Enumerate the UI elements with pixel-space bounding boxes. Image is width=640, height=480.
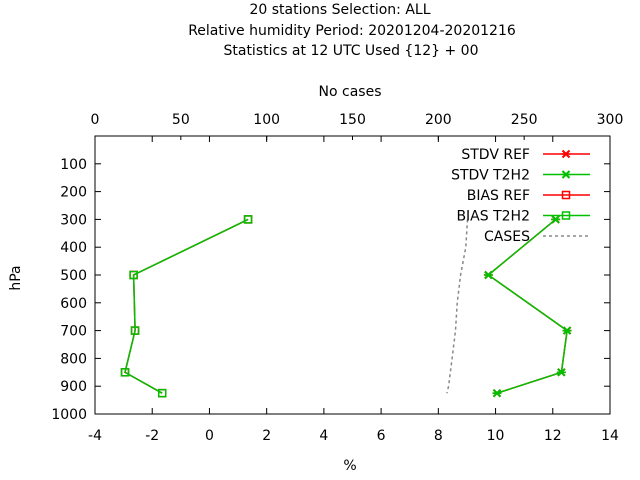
x2-tick-label: 200 bbox=[425, 112, 452, 128]
series-line bbox=[487, 218, 568, 394]
x-tick-label: 12 bbox=[544, 428, 562, 444]
legend-item: BIAS T2H2 bbox=[456, 209, 590, 225]
data-point bbox=[562, 326, 572, 335]
data-point bbox=[130, 326, 140, 335]
series-layer bbox=[120, 215, 572, 398]
plot-frame bbox=[94, 135, 611, 415]
y-tick-label: 300 bbox=[60, 212, 87, 228]
series-line bbox=[124, 218, 249, 394]
x2-tick-label: 0 bbox=[91, 112, 100, 128]
x2-axis-label: No cases bbox=[319, 84, 382, 100]
y-tick-label: 800 bbox=[60, 351, 87, 367]
legend-label: BIAS REF bbox=[467, 188, 530, 204]
legend-label: STDV T2H2 bbox=[451, 168, 530, 184]
y-tick-label: 600 bbox=[60, 296, 87, 312]
series-bias-ref bbox=[120, 215, 253, 398]
legend-label: STDV REF bbox=[461, 147, 530, 163]
x2-tick-label: 50 bbox=[172, 112, 190, 128]
x-tick-label: 8 bbox=[434, 428, 443, 444]
y-axis-label: hPa bbox=[8, 265, 24, 290]
x-tick-label: 10 bbox=[487, 428, 505, 444]
title-line-1: 20 stations Selection: ALL bbox=[249, 2, 430, 18]
y-tick-label: 1000 bbox=[51, 407, 87, 423]
legend-item: STDV REF bbox=[461, 147, 590, 163]
legend-item: CASES bbox=[484, 229, 590, 245]
x-tick-label: 2 bbox=[262, 428, 271, 444]
series-stdv-t2h2 bbox=[483, 215, 572, 398]
data-point bbox=[129, 270, 138, 280]
series-line bbox=[446, 219, 469, 394]
legend-marker bbox=[561, 149, 571, 159]
series-line bbox=[487, 218, 568, 394]
title-line-2: Relative humidity Period: 20201204-20201… bbox=[188, 23, 516, 39]
y-tick-label: 100 bbox=[60, 157, 87, 173]
legend-label: CASES bbox=[484, 229, 530, 245]
data-point bbox=[157, 388, 167, 398]
x2-tick-label: 250 bbox=[511, 112, 538, 128]
series-bias-t2h2 bbox=[120, 215, 253, 398]
x2-tick-label: 300 bbox=[597, 112, 624, 128]
data-point bbox=[483, 270, 493, 280]
axis-ticks: -4 -2 0 2 4 6 8 10 12 14 0 50 100 150 200 250 300 100 200 3… bbox=[51, 112, 623, 444]
y-tick-label: 200 bbox=[60, 185, 87, 201]
legend-item: STDV T2H2 bbox=[451, 168, 590, 184]
data-point bbox=[157, 388, 167, 398]
legend: STDV REF STDV T2H2 BIAS REF BIAS T2H2 CASES bbox=[451, 147, 590, 245]
data-point bbox=[120, 368, 130, 377]
y-tick-label: 500 bbox=[60, 268, 87, 284]
legend-marker bbox=[561, 170, 571, 179]
x-tick-label: 14 bbox=[601, 428, 619, 444]
legend-marker bbox=[561, 211, 571, 220]
x-tick-label: 4 bbox=[319, 428, 328, 444]
series-cases bbox=[446, 219, 469, 394]
x-tick-label: -4 bbox=[88, 428, 102, 444]
data-point bbox=[556, 368, 566, 377]
legend-marker bbox=[561, 190, 571, 200]
x-tick-label: -2 bbox=[145, 428, 159, 444]
x-tick-label: 6 bbox=[377, 428, 386, 444]
data-point bbox=[551, 215, 561, 224]
y-tick-label: 700 bbox=[60, 324, 87, 340]
x2-tick-label: 100 bbox=[253, 112, 280, 128]
y-tick-label: 400 bbox=[60, 240, 87, 256]
x2-tick-label: 150 bbox=[339, 112, 366, 128]
y-tick-label: 900 bbox=[60, 379, 87, 395]
data-point bbox=[243, 215, 253, 224]
data-point bbox=[492, 388, 502, 398]
chart-title: 20 stations Selection: ALL Relative humi… bbox=[188, 2, 516, 59]
legend-item: BIAS REF bbox=[467, 188, 590, 204]
legend-label: BIAS T2H2 bbox=[456, 209, 530, 225]
x-tick-label: 0 bbox=[205, 428, 214, 444]
x-axis-label: % bbox=[343, 458, 356, 474]
series-line bbox=[124, 218, 249, 394]
title-line-3: Statistics at 12 UTC Used {12} + 00 bbox=[223, 43, 478, 59]
